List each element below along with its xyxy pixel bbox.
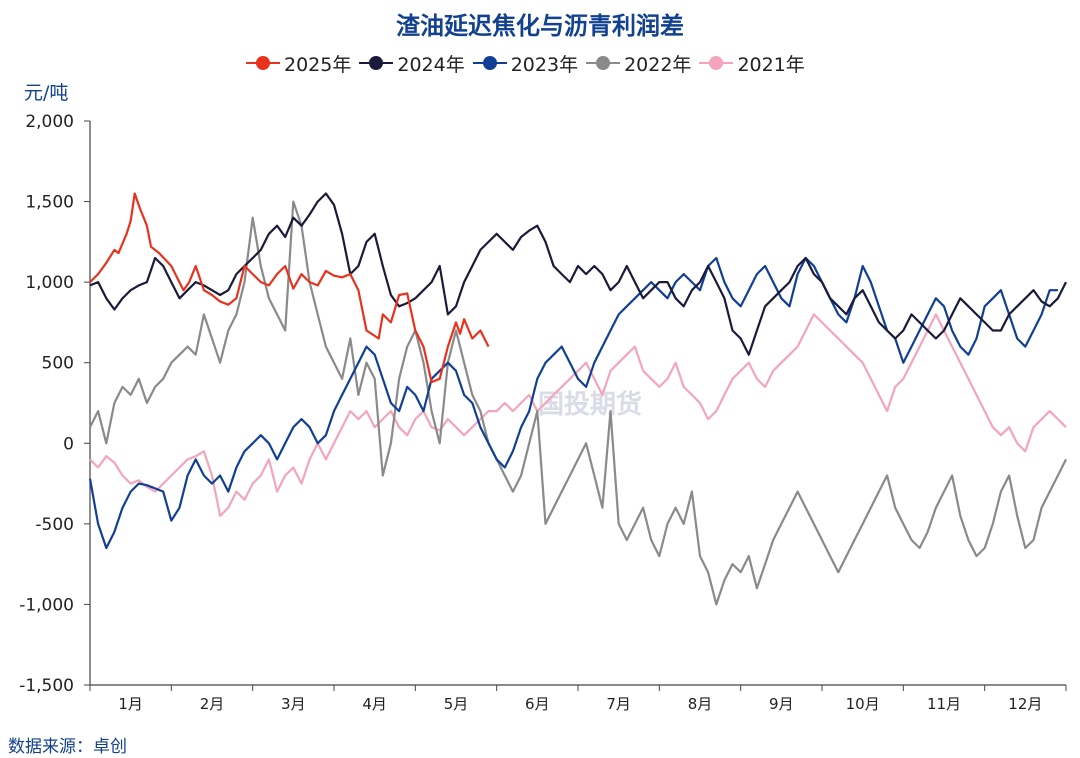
x-tick-label: 5月	[444, 695, 469, 713]
x-tick-label: 6月	[525, 695, 550, 713]
legend-label-2022: 2022年	[624, 53, 692, 76]
y-tick-label: 1,500	[25, 193, 74, 213]
x-tick-label: 11月	[927, 695, 961, 713]
x-tick-label: 7月	[606, 695, 631, 713]
series-line-2022年	[89, 200, 1067, 606]
x-tick-label: 4月	[362, 695, 387, 713]
x-tick-label: 1月	[118, 695, 143, 713]
series-line-2023年	[88, 256, 1058, 550]
legend-item-2025: 2025年	[246, 50, 351, 77]
y-axis-unit: 元/吨	[24, 82, 69, 104]
y-tick-label: 0	[63, 434, 74, 454]
data-source: 数据来源：卓创	[8, 737, 127, 757]
series-line-2024年	[89, 192, 1067, 356]
chart-title: 渣油延迟焦化与沥青利润差	[396, 12, 684, 40]
series-line-2025年	[89, 192, 490, 384]
y-tick-label: -1,000	[19, 595, 74, 615]
y-tick-label: -1,500	[19, 676, 74, 696]
legend-swatch-2025	[246, 56, 280, 70]
legend-item-2024: 2024年	[359, 50, 465, 77]
legend-item-2022: 2022年	[586, 50, 691, 77]
legend-item-2023: 2023年	[472, 50, 579, 77]
x-tick-label: 2月	[200, 695, 225, 713]
legend-label-2024: 2024年	[397, 53, 465, 76]
legend-swatch-2021	[699, 56, 734, 70]
legend-label-2025: 2025年	[284, 53, 352, 76]
x-tick-label: 10月	[846, 695, 880, 713]
legend-swatch-2022	[586, 56, 621, 70]
x-tick-label: 3月	[281, 695, 306, 713]
y-tick-label: 500	[42, 354, 74, 374]
y-tick-label: 1,000	[25, 273, 74, 293]
legend: 2025年 2024年 2023年 2022年 2021年	[246, 50, 809, 76]
series-line-2021年	[89, 313, 1067, 517]
legend-label-2021: 2021年	[737, 53, 805, 76]
y-tick-label: -500	[35, 515, 74, 535]
x-tick-label: 9月	[769, 695, 794, 713]
legend-item-2021: 2021年	[699, 50, 805, 77]
x-tick-label: 8月	[688, 695, 713, 713]
x-tick-label: 12月	[1008, 695, 1042, 713]
legend-label-2023: 2023年	[510, 53, 579, 76]
legend-swatch-2023	[472, 56, 507, 70]
y-tick-label: 2,000	[25, 112, 74, 132]
legend-swatch-2024	[359, 56, 394, 70]
